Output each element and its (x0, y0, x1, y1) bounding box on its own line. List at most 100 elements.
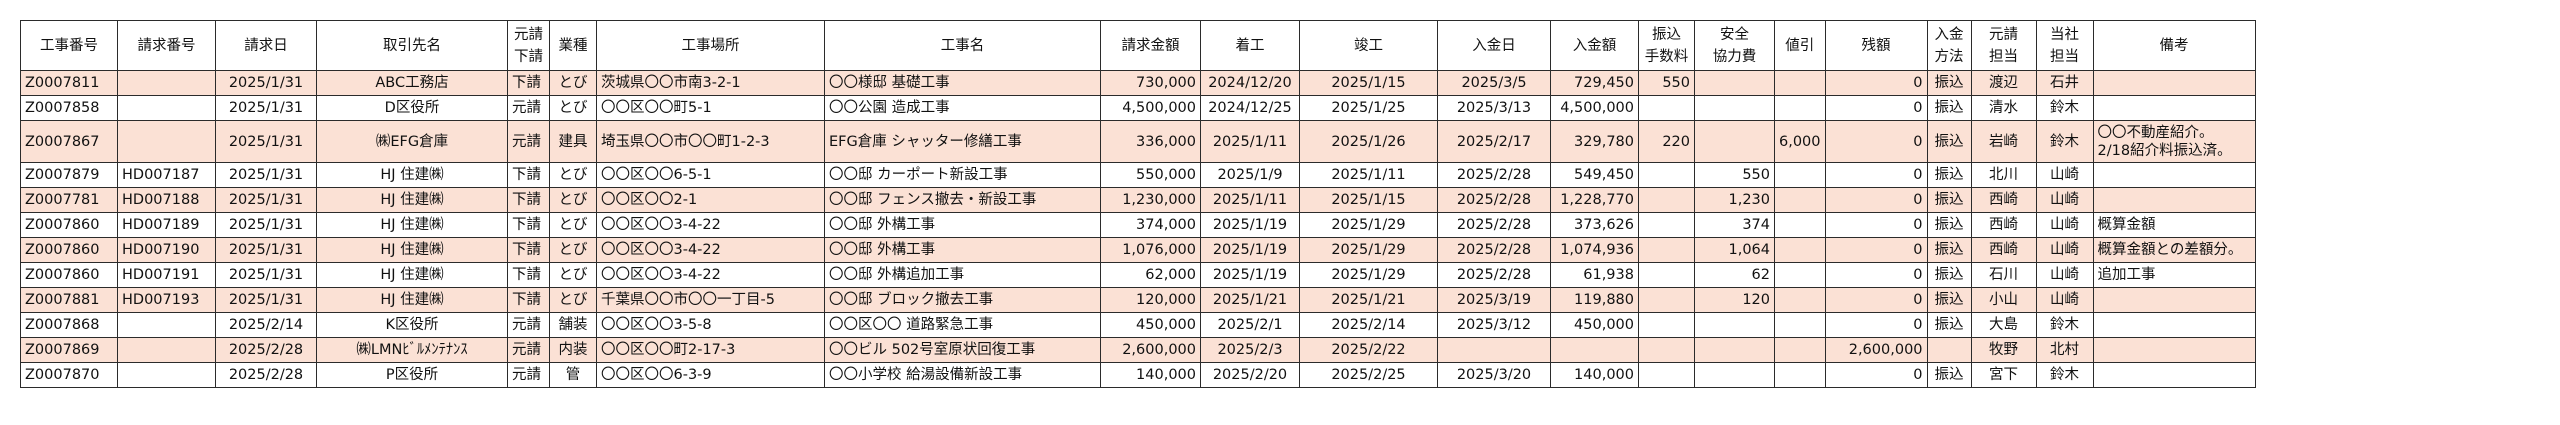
cell-construction-no: Z0007870 (20, 362, 118, 388)
cell-start-date: 2025/1/11 (1200, 187, 1300, 213)
cell-construction-no: Z0007811 (20, 70, 118, 96)
cell-invoice-amount: 120,000 (1100, 287, 1201, 313)
cell-payment-date: 2025/2/28 (1437, 262, 1551, 288)
cell-completion-date: 2025/1/29 (1299, 262, 1438, 288)
cell-completion-date: 2025/1/11 (1299, 162, 1438, 188)
table-row: Z0007811 2025/1/31 ABC工務店 下請 とび 茨城県〇〇市南3-2-1 〇… (20, 70, 2256, 96)
cell-our-rep: 鈴木 (2035, 95, 2094, 121)
cell-payment-method: 振込 (1926, 237, 1972, 263)
cell-site-location: 〇〇区〇〇3-4-22 (596, 262, 825, 288)
table-row: Z0007868 2025/2/14 K区役所 元請 舗装 〇〇区〇〇3-5-8 〇〇区〇〇… (20, 312, 2256, 338)
cell-construction-no: Z0007860 (20, 262, 118, 288)
cell-payment-method: 振込 (1926, 187, 1972, 213)
cell-discount (1774, 70, 1826, 96)
cell-remarks (2092, 337, 2256, 363)
cell-transfer-fee (1638, 312, 1695, 338)
cell-construction-no: Z0007867 (20, 120, 118, 163)
cell-safety-fee (1694, 95, 1775, 121)
cell-discount (1774, 362, 1826, 388)
cell-client-name: P区役所 (316, 362, 508, 388)
cell-completion-date: 2025/1/15 (1299, 70, 1438, 96)
table-row: Z0007870 2025/2/28 P区役所 元請管〇〇区〇〇6-3-9 〇〇小学校 … (20, 362, 2256, 388)
header-our-rep: 当社 担当 (2035, 20, 2094, 71)
cell-project-name: 〇〇邸 外構工事 (824, 237, 1101, 263)
cell-site-location: 〇〇区〇〇町5-1 (596, 95, 825, 121)
cell-discount (1774, 237, 1826, 263)
cell-completion-date: 2025/1/15 (1299, 187, 1438, 213)
cell-invoice-no (117, 120, 216, 163)
cell-start-date: 2025/2/3 (1200, 337, 1300, 363)
cell-invoice-date: 2025/1/31 (215, 212, 317, 238)
cell-project-name: 〇〇邸 フェンス撤去・新設工事 (824, 187, 1101, 213)
cell-invoice-no: HD007190 (117, 237, 216, 263)
cell-transfer-fee (1638, 95, 1695, 121)
table-row: Z0007860 HD007189 2025/1/31 HJ 住建㈱ 下請 とび 〇〇区〇〇… (20, 212, 2256, 238)
cell-start-date: 2025/1/19 (1200, 237, 1300, 263)
cell-transfer-fee (1638, 187, 1695, 213)
cell-invoice-no (117, 95, 216, 121)
cell-client-name: HJ 住建㈱ (316, 287, 508, 313)
cell-our-rep: 鈴木 (2035, 312, 2094, 338)
cell-our-rep: 山崎 (2035, 162, 2094, 188)
cell-trade: とび (549, 262, 597, 288)
cell-payment-amount: 329,780 (1550, 120, 1639, 163)
cell-project-name: 〇〇公園 造成工事 (824, 95, 1101, 121)
cell-payment-date: 2025/2/17 (1437, 120, 1551, 163)
cell-transfer-fee (1638, 162, 1695, 188)
cell-remarks (2092, 287, 2256, 313)
cell-payment-date: 2025/2/28 (1437, 187, 1551, 213)
header-payment-method: 入金 方法 (1926, 20, 1972, 71)
cell-contract-type: 元請 (507, 120, 550, 163)
cell-site-location: 〇〇区〇〇2-1 (596, 187, 825, 213)
cell-balance: 0 (1824, 287, 1928, 313)
cell-payment-amount: 450,000 (1550, 312, 1639, 338)
cell-invoice-date: 2025/1/31 (215, 162, 317, 188)
cell-completion-date: 2025/1/26 (1299, 120, 1438, 163)
cell-payment-amount: 1,228,770 (1550, 187, 1639, 213)
cell-discount (1774, 262, 1826, 288)
cell-start-date: 2025/1/9 (1200, 162, 1300, 188)
cell-transfer-fee: 220 (1638, 120, 1695, 163)
header-invoice-date: 請求日 (215, 20, 317, 71)
cell-completion-date: 2025/1/25 (1299, 95, 1438, 121)
cell-transfer-fee (1638, 362, 1695, 388)
cell-balance: 0 (1824, 95, 1928, 121)
header-contract-type: 元請 下請 (507, 20, 550, 71)
cell-discount: 6,000 (1774, 120, 1826, 163)
header-row: 工事番号 請求番号 請求日 取引先名 元請 下請 業種 工事場所 工事名 請求金額 着工 竣工 入金日… (20, 20, 2256, 71)
cell-payment-date: 2025/3/5 (1437, 70, 1551, 96)
cell-transfer-fee (1638, 287, 1695, 313)
cell-invoice-date: 2025/1/31 (215, 287, 317, 313)
cell-payment-date: 2025/3/19 (1437, 287, 1551, 313)
cell-remarks (2092, 162, 2256, 188)
cell-construction-no: Z0007781 (20, 187, 118, 213)
cell-invoice-date: 2025/1/31 (215, 120, 317, 163)
cell-balance: 0 (1824, 120, 1928, 163)
cell-invoice-amount: 140,000 (1100, 362, 1201, 388)
cell-trade: とび (549, 287, 597, 313)
cell-remarks: 概算金額 (2092, 212, 2256, 238)
cell-payment-date: 2025/2/28 (1437, 212, 1551, 238)
cell-trade: とび (549, 212, 597, 238)
cell-contractor-rep: 西崎 (1970, 212, 2037, 238)
cell-payment-amount (1550, 337, 1639, 363)
cell-invoice-amount: 550,000 (1100, 162, 1201, 188)
cell-invoice-no (117, 362, 216, 388)
cell-trade: 建具 (549, 120, 597, 163)
header-safety-fee: 安全 協力費 (1694, 20, 1775, 71)
cell-transfer-fee (1638, 337, 1695, 363)
cell-discount (1774, 337, 1826, 363)
cell-safety-fee: 1,230 (1694, 187, 1775, 213)
cell-invoice-date: 2025/2/14 (215, 312, 317, 338)
cell-completion-date: 2025/2/25 (1299, 362, 1438, 388)
cell-construction-no: Z0007868 (20, 312, 118, 338)
cell-safety-fee (1694, 312, 1775, 338)
cell-remarks (2092, 187, 2256, 213)
cell-payment-amount: 4,500,000 (1550, 95, 1639, 121)
cell-invoice-date: 2025/1/31 (215, 262, 317, 288)
cell-discount (1774, 287, 1826, 313)
cell-start-date: 2025/2/1 (1200, 312, 1300, 338)
cell-invoice-no (117, 70, 216, 96)
cell-client-name: HJ 住建㈱ (316, 212, 508, 238)
header-balance: 残額 (1824, 20, 1928, 71)
